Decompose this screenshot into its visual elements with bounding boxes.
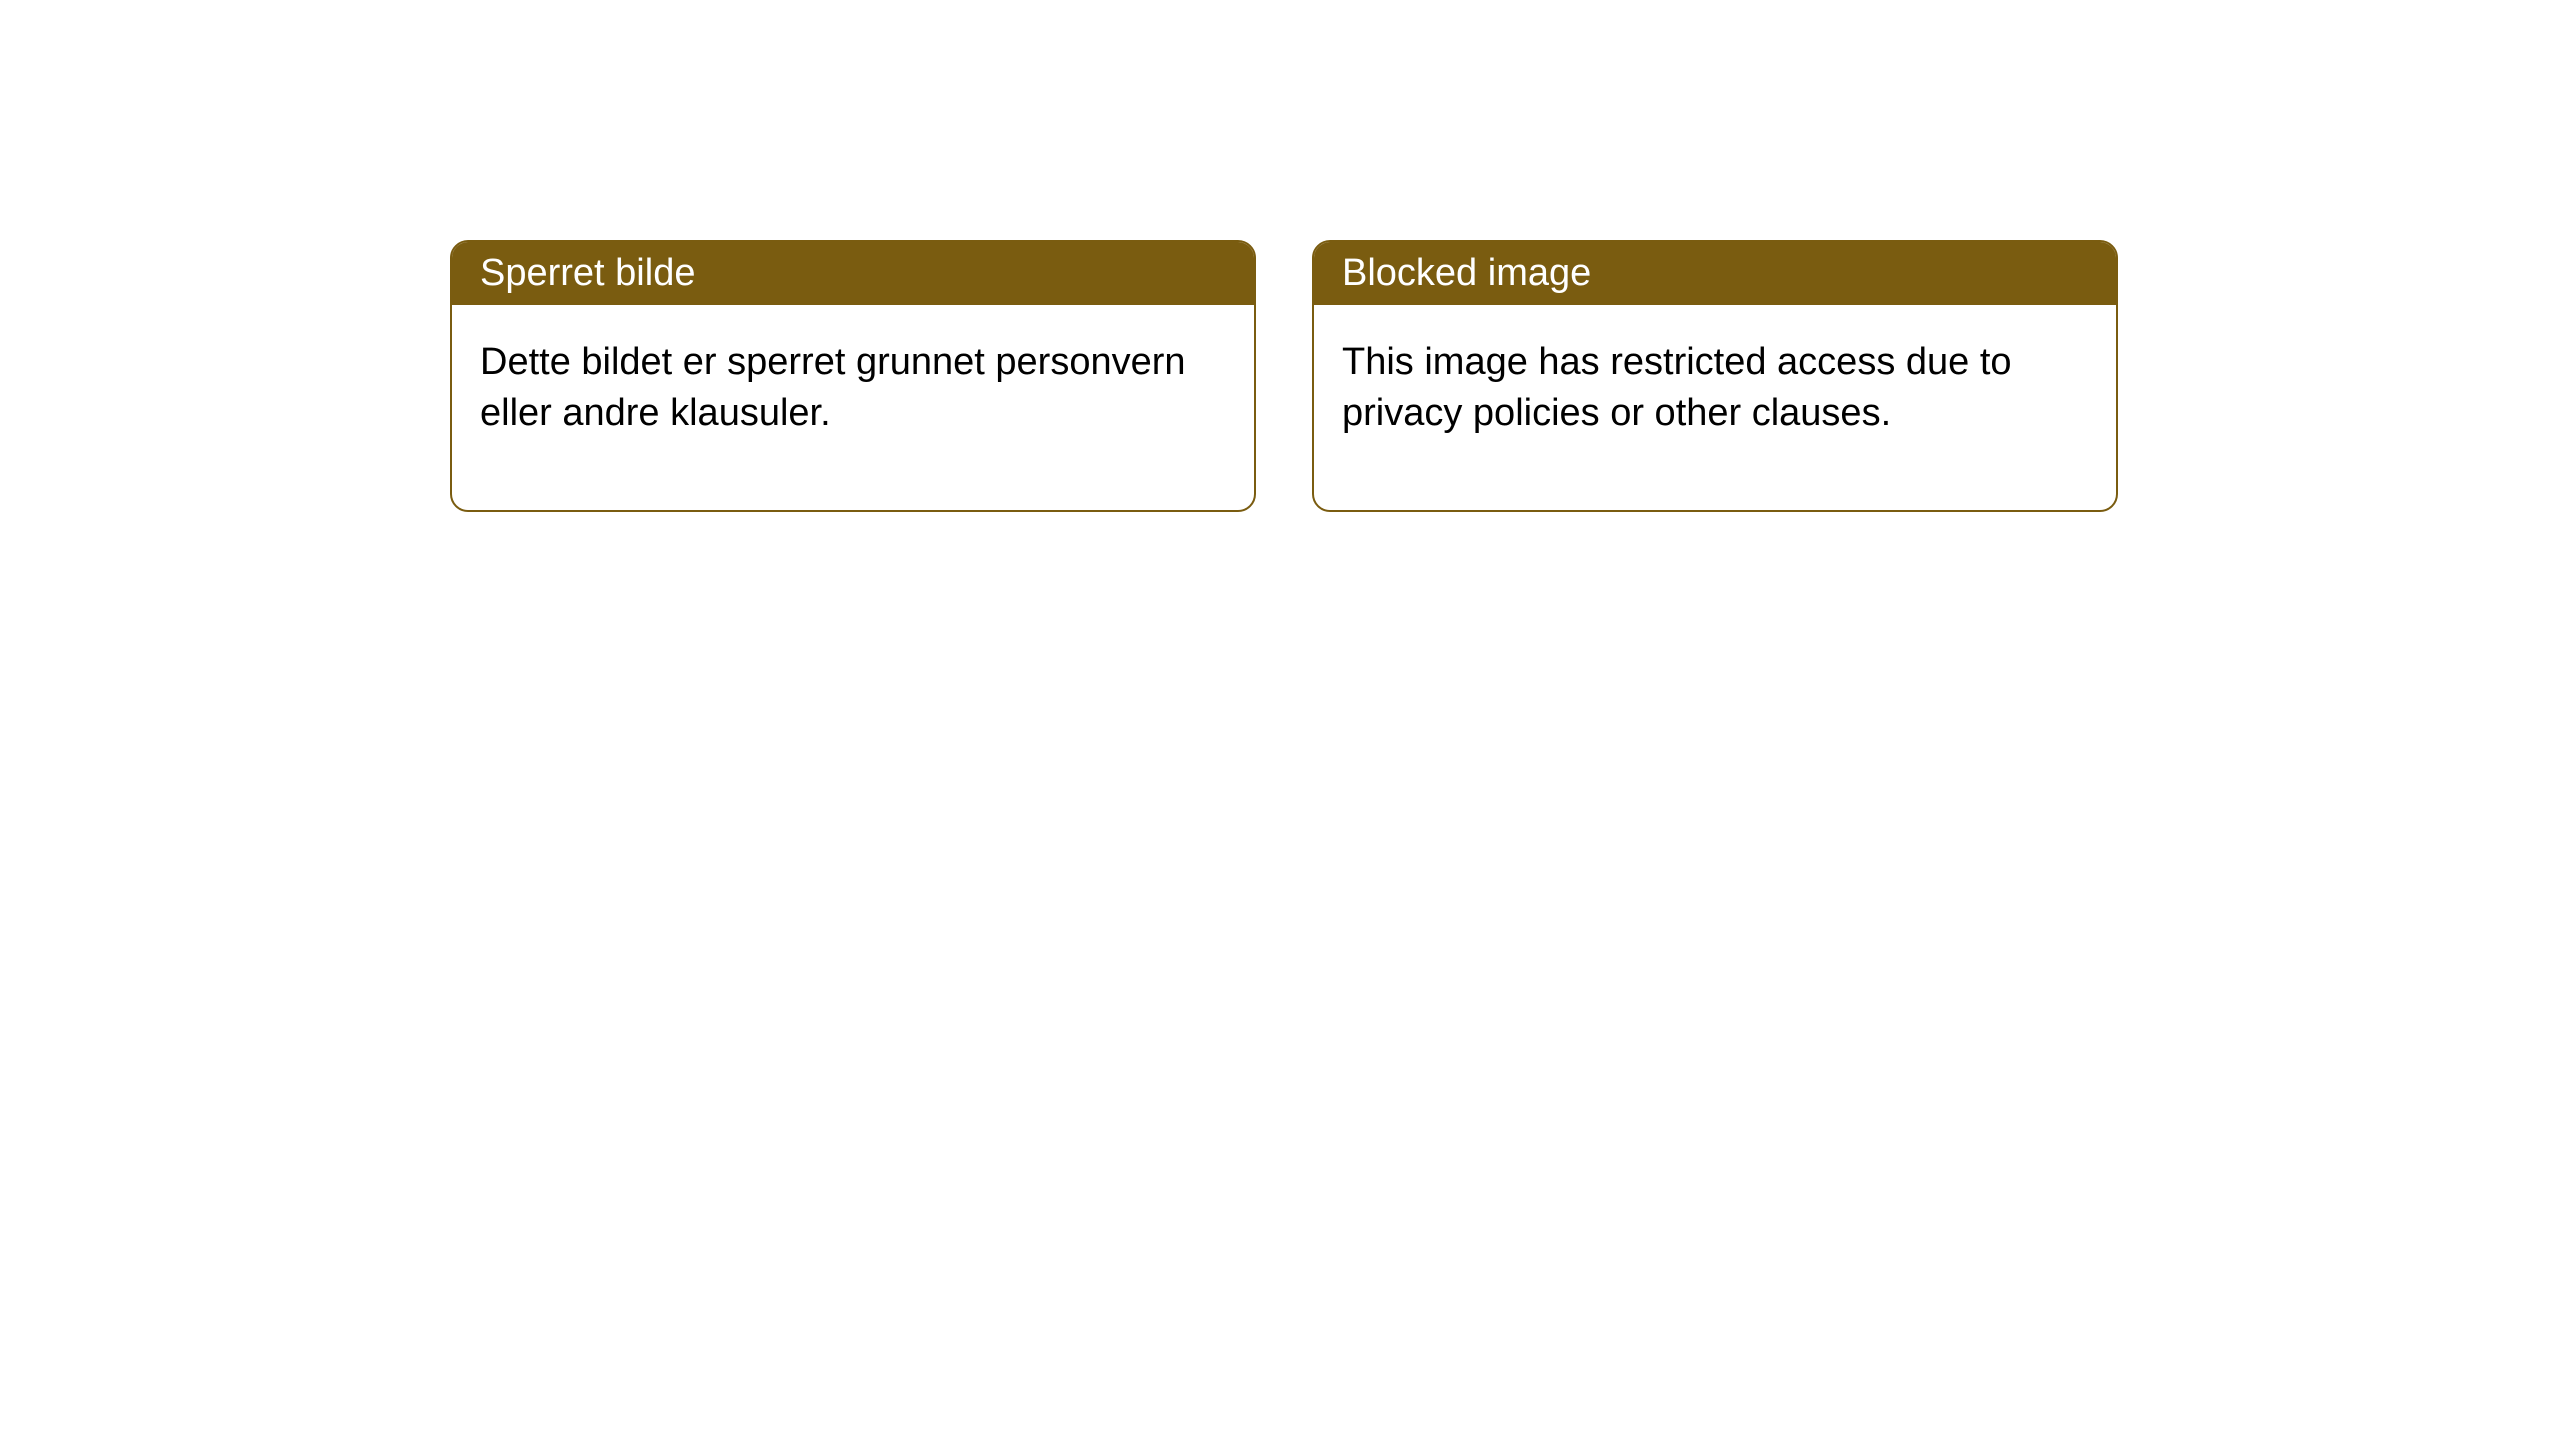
card-body: This image has restricted access due to …: [1314, 305, 2116, 510]
card-header: Blocked image: [1314, 242, 2116, 305]
card-title: Sperret bilde: [480, 252, 695, 294]
notice-card-norwegian: Sperret bilde Dette bildet er sperret gr…: [450, 240, 1256, 512]
card-title: Blocked image: [1342, 252, 1591, 294]
card-body-text: This image has restricted access due to …: [1342, 341, 2012, 434]
notice-container: Sperret bilde Dette bildet er sperret gr…: [0, 0, 2560, 512]
card-body-text: Dette bildet er sperret grunnet personve…: [480, 341, 1186, 434]
card-header: Sperret bilde: [452, 242, 1254, 305]
notice-card-english: Blocked image This image has restricted …: [1312, 240, 2118, 512]
card-body: Dette bildet er sperret grunnet personve…: [452, 305, 1254, 510]
